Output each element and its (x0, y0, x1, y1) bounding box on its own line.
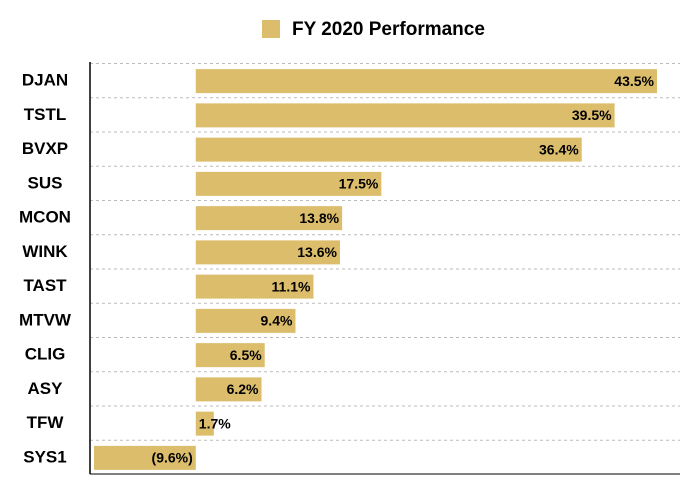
value-label: (9.6%) (152, 450, 193, 466)
value-label: 11.1% (272, 278, 311, 294)
value-label: 13.8% (299, 210, 339, 226)
bar (195, 308, 296, 333)
bar (195, 343, 265, 368)
value-label: 1.7% (199, 415, 231, 431)
value-label: 6.2% (227, 381, 259, 397)
bar (195, 240, 340, 265)
bar (195, 69, 657, 94)
value-label: 17.5% (339, 176, 379, 192)
y-tick-label: TAST (23, 276, 67, 295)
y-tick-label: MCON (19, 208, 71, 227)
y-tick-label: MTVW (19, 310, 72, 329)
legend-swatch (262, 20, 280, 38)
bar (195, 206, 343, 231)
bar (195, 274, 314, 299)
value-label: 6.5% (230, 347, 262, 363)
y-tick-label: ASY (28, 379, 64, 398)
bar (195, 377, 262, 402)
y-tick-label: BVXP (22, 139, 68, 158)
y-tick-label: TFW (27, 413, 65, 432)
grid (90, 63, 680, 441)
y-tick-label: TSTL (24, 105, 67, 124)
value-label: 39.5% (572, 107, 612, 123)
value-label: 13.6% (297, 244, 337, 260)
bars (94, 69, 657, 470)
value-label: 9.4% (261, 313, 293, 329)
value-label: 36.4% (539, 141, 579, 157)
bar (195, 411, 214, 436)
bar (195, 171, 382, 196)
bar (195, 103, 615, 128)
y-tick-label: WINK (22, 242, 68, 261)
value-label: 43.5% (614, 73, 654, 89)
legend-label: FY 2020 Performance (292, 19, 485, 40)
bar (195, 137, 582, 162)
y-tick-label: SYS1 (23, 447, 66, 466)
bar (94, 445, 196, 470)
y-tick-label: DJAN (22, 71, 68, 90)
y-tick-label: CLIG (25, 345, 66, 364)
y-tick-label: SUS (28, 173, 63, 192)
